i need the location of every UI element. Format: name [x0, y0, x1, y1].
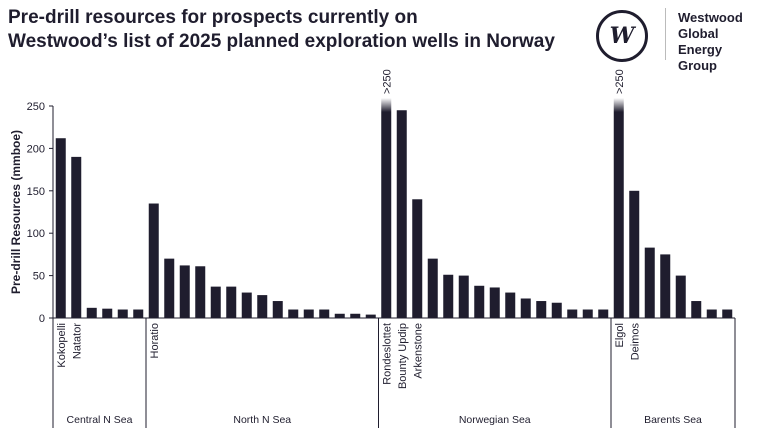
bar	[257, 295, 268, 318]
bar	[412, 199, 423, 318]
bar	[582, 309, 593, 318]
group-label: North N Sea	[233, 414, 291, 426]
westwood-logo: W Westwood Global Energy Group	[596, 6, 766, 73]
bar	[536, 301, 547, 318]
bar-overflow-fade	[613, 98, 624, 112]
bar	[148, 203, 159, 318]
bar	[551, 302, 562, 318]
bar	[660, 254, 671, 318]
overflow-label: >250	[614, 69, 626, 94]
bar	[396, 110, 407, 319]
bar	[505, 292, 516, 318]
y-tick-label: 250	[27, 101, 45, 113]
group-label: Barents Sea	[644, 414, 702, 426]
bar	[226, 286, 237, 318]
x-tick-label: Kokopelli	[56, 323, 68, 368]
bar	[164, 258, 175, 318]
x-tick-label: Natator	[71, 323, 83, 359]
bar	[365, 314, 376, 318]
y-tick-label: 0	[39, 313, 45, 325]
bar	[86, 307, 97, 318]
overflow-label: >250	[381, 69, 393, 94]
bar	[443, 274, 454, 318]
bar	[675, 275, 686, 318]
bar	[272, 301, 283, 318]
bar	[691, 301, 702, 318]
chart-title: Pre-drill resources for prospects curren…	[8, 6, 568, 54]
logo-divider	[665, 8, 666, 60]
bar	[427, 258, 438, 318]
y-tick-label: 200	[27, 143, 45, 155]
y-tick-label: 50	[33, 271, 45, 283]
bar	[474, 285, 485, 318]
bar	[319, 309, 330, 318]
bar-overflow-fade	[381, 98, 392, 112]
bar	[102, 308, 113, 318]
x-tick-label: Elgol	[614, 323, 626, 347]
bar	[55, 138, 66, 318]
bar	[613, 112, 624, 318]
group-label: Norwegian Sea	[459, 414, 531, 426]
bar	[381, 112, 392, 318]
y-axis-label: Pre-drill Resources (mmboe)	[9, 130, 23, 294]
bar	[598, 309, 609, 318]
bar	[71, 156, 82, 318]
x-tick-label: Horatio	[149, 323, 161, 358]
x-tick-label: Deimos	[629, 323, 641, 361]
bar	[303, 309, 314, 318]
bar	[195, 266, 206, 318]
bar	[210, 286, 221, 318]
bar	[458, 275, 469, 318]
x-tick-label: Bounty Updip	[397, 323, 409, 389]
bar	[241, 292, 252, 318]
group-label: Central N Sea	[67, 414, 133, 426]
bar	[288, 309, 299, 318]
x-tick-label: Rondeslottet	[381, 323, 393, 385]
bar	[117, 309, 128, 318]
bar	[179, 265, 190, 318]
x-tick-label: Arkenstone	[412, 323, 424, 379]
bar	[567, 309, 578, 318]
y-tick-label: 150	[27, 186, 45, 198]
title-line-2: Westwood’s list of 2025 planned explorat…	[8, 31, 555, 52]
bar	[629, 190, 640, 318]
bar	[334, 313, 345, 318]
bar	[644, 247, 655, 318]
bar	[133, 309, 144, 318]
bar	[489, 287, 500, 318]
y-tick-label: 100	[27, 228, 45, 240]
logo-text: Westwood Global Energy Group	[678, 10, 743, 73]
bar	[722, 309, 733, 318]
title-line-1: Pre-drill resources for prospects curren…	[8, 7, 418, 28]
bar	[706, 309, 717, 318]
bar	[520, 298, 531, 318]
logo-mark-icon: W	[596, 10, 648, 62]
bar	[350, 313, 361, 318]
